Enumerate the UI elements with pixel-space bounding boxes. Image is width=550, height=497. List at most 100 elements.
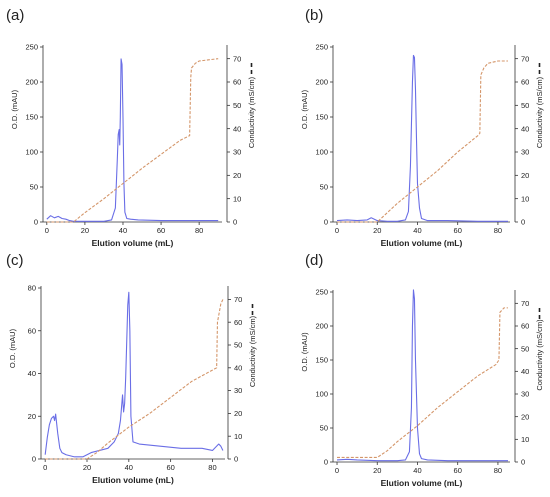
left-y-tick-label: 250 (315, 288, 328, 297)
x-tick-label: 80 (494, 226, 502, 235)
left-y-tick-label: 0 (324, 218, 328, 227)
conductivity-line (337, 60, 508, 223)
x-tick-label: 0 (45, 226, 49, 235)
left-y-tick-label: 200 (25, 78, 38, 87)
right-y-axis-title: Conductivity (mS/cm) (535, 76, 544, 148)
x-axis-title: Elution volume (mL) (92, 475, 174, 485)
right-y-tick-label: 60 (233, 78, 241, 87)
left-y-tick-label: 60 (28, 326, 36, 335)
right-y-axis-title: Conductivity (mS/cm) (248, 315, 257, 387)
right-y-tick-label: 10 (521, 435, 529, 444)
right-y-tick-label: 20 (521, 412, 529, 421)
left-y-tick-label: 150 (25, 113, 38, 122)
left-y-tick-label: 0 (34, 218, 38, 227)
left-y-tick-label: 50 (320, 183, 328, 192)
left-y-axis-title: O.D. (mAU) (300, 89, 309, 129)
chart-panel: (a) 0 20 40 60 80 0 50 100 150 200 250 0 10 20 30 40 50 60… (6, 7, 256, 248)
left-y-axis-title: O.D. (mAU) (8, 328, 17, 368)
right-y-tick-label: 70 (233, 54, 241, 63)
x-tick-label: 0 (335, 226, 339, 235)
x-tick-label: 60 (166, 463, 174, 472)
right-y-tick-label: 50 (233, 101, 241, 110)
panel-label: (c) (6, 252, 24, 269)
x-axis-title: Elution volume (mL) (92, 238, 174, 248)
right-y-tick-label: 50 (521, 101, 529, 110)
right-y-tick-label: 10 (233, 194, 241, 203)
right-y-axis-title: Conductivity (mS/cm) (247, 76, 256, 148)
od-absorbance-line (336, 54, 508, 222)
left-y-tick-label: 100 (315, 148, 328, 157)
x-tick-label: 40 (119, 226, 127, 235)
right-y-tick-label: 0 (233, 218, 237, 227)
right-y-tick-label: 10 (234, 432, 242, 441)
right-y-axis-title: Conductivity (mS/cm) (535, 319, 544, 391)
x-tick-label: 40 (413, 466, 421, 475)
right-y-tick-label: 0 (234, 455, 238, 464)
right-y-tick-label: 40 (233, 124, 241, 133)
left-y-tick-label: 200 (315, 78, 328, 87)
right-y-tick-label: 70 (234, 295, 242, 304)
left-y-tick-label: 150 (315, 113, 328, 122)
right-y-tick-label: 0 (521, 458, 525, 467)
chart-panel: (d) 0 20 40 60 80 0 50 100 150 200 250 0 10 20 30 40 50 60… (300, 252, 544, 488)
left-y-tick-label: 20 (28, 412, 36, 421)
od-absorbance-line (46, 58, 219, 222)
x-axis-title: Elution volume (mL) (381, 238, 463, 248)
left-y-tick-label: 50 (320, 424, 328, 433)
left-y-tick-label: 150 (315, 356, 328, 365)
x-tick-label: 60 (454, 226, 462, 235)
od-absorbance-line (44, 291, 224, 458)
left-y-tick-label: 100 (25, 148, 38, 157)
right-y-tick-label: 30 (233, 148, 241, 157)
x-tick-label: 20 (373, 466, 381, 475)
x-tick-label: 80 (494, 466, 502, 475)
left-y-tick-label: 0 (324, 458, 328, 467)
left-y-tick-label: 100 (315, 390, 328, 399)
x-axis-title: Elution volume (mL) (381, 478, 463, 488)
right-y-tick-label: 10 (521, 194, 529, 203)
right-y-tick-label: 70 (521, 54, 529, 63)
right-y-tick-label: 20 (234, 409, 242, 418)
right-y-tick-label: 40 (521, 367, 529, 376)
right-y-tick-label: 70 (521, 299, 529, 308)
right-y-tick-label: 60 (521, 322, 529, 331)
right-y-tick-label: 0 (521, 218, 525, 227)
conductivity-line (46, 58, 219, 223)
x-tick-label: 0 (335, 466, 339, 475)
left-y-tick-label: 0 (32, 455, 36, 464)
panel-label: (b) (305, 7, 323, 24)
od-absorbance-line (336, 289, 508, 462)
right-y-tick-label: 60 (521, 78, 529, 87)
right-y-tick-label: 60 (234, 318, 242, 327)
x-tick-label: 20 (81, 226, 89, 235)
x-tick-label: 20 (83, 463, 91, 472)
left-y-tick-label: 50 (30, 183, 38, 192)
left-y-axis-title: O.D. (mAU) (300, 332, 309, 372)
x-tick-label: 60 (157, 226, 165, 235)
right-y-tick-label: 20 (233, 171, 241, 180)
left-y-tick-label: 250 (315, 43, 328, 52)
x-tick-label: 0 (43, 463, 47, 472)
x-tick-label: 60 (454, 466, 462, 475)
right-y-tick-label: 50 (234, 341, 242, 350)
left-y-axis-title: O.D. (mAU) (10, 89, 19, 129)
x-tick-label: 80 (208, 463, 216, 472)
x-tick-label: 40 (125, 463, 133, 472)
conductivity-line (337, 307, 508, 459)
right-y-tick-label: 50 (521, 344, 529, 353)
x-tick-label: 80 (195, 226, 203, 235)
left-y-tick-label: 40 (28, 369, 36, 378)
chart-panel: (b) 0 20 40 60 80 0 50 100 150 200 250 0 10 20 30 40 50 60… (300, 7, 544, 248)
right-y-tick-label: 40 (521, 124, 529, 133)
right-y-tick-label: 30 (521, 148, 529, 157)
x-tick-label: 40 (413, 226, 421, 235)
right-y-tick-label: 30 (521, 390, 529, 399)
right-y-tick-label: 40 (234, 363, 242, 372)
panel-label: (d) (305, 252, 323, 269)
x-tick-label: 20 (373, 226, 381, 235)
conductivity-line (45, 299, 224, 460)
left-y-tick-label: 80 (28, 284, 36, 293)
left-y-tick-label: 250 (25, 43, 38, 52)
panel-label: (a) (6, 7, 24, 24)
